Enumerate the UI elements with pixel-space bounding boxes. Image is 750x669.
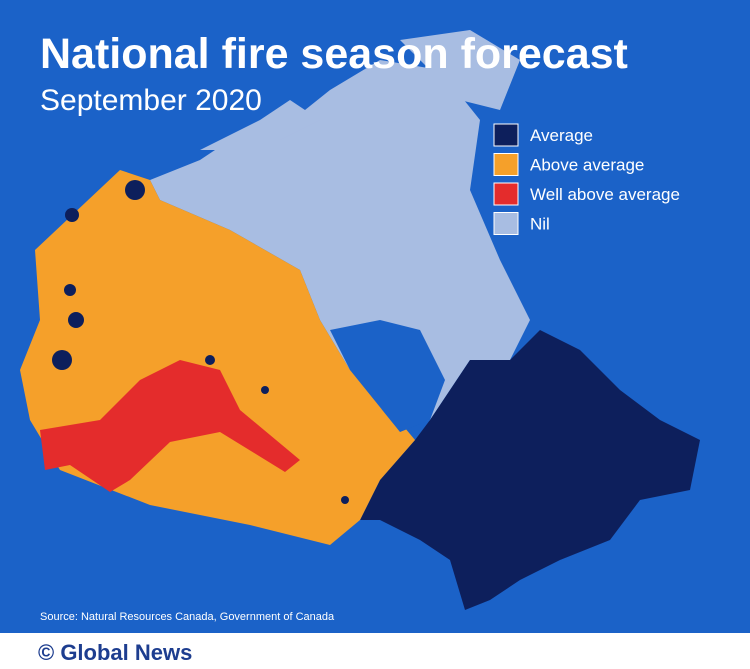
legend-label: Above average [530, 156, 644, 175]
legend-label: Nil [530, 215, 550, 234]
well-above-average-region [40, 360, 300, 492]
legend-swatch [493, 212, 519, 235]
legend-label: Average [530, 126, 593, 145]
legend-swatch [493, 123, 519, 147]
legend-label: Well above average [530, 185, 680, 204]
spot [341, 496, 349, 504]
nil-islands [200, 100, 320, 150]
spot [64, 284, 76, 296]
spot [125, 180, 145, 200]
subtitle: September 2020 [40, 84, 262, 117]
average-spots [52, 180, 349, 504]
legend: Average Above average Well above average Ni… [493, 123, 680, 235]
spot [68, 312, 84, 328]
map [20, 30, 700, 610]
brand: © Global News [38, 640, 192, 665]
footer [0, 633, 750, 669]
spot [205, 355, 215, 365]
spot [65, 208, 79, 222]
source: Source: Natural Resources Canada, Govern… [40, 611, 335, 623]
hudson-bay [330, 320, 445, 432]
nil-islands [400, 30, 520, 110]
legend-swatch [493, 153, 519, 176]
spot [52, 350, 72, 370]
spot [261, 386, 269, 394]
title: National fire season forecast [40, 30, 628, 78]
legend-swatch [493, 182, 519, 206]
nil-region [150, 60, 530, 430]
average-region [360, 330, 700, 610]
